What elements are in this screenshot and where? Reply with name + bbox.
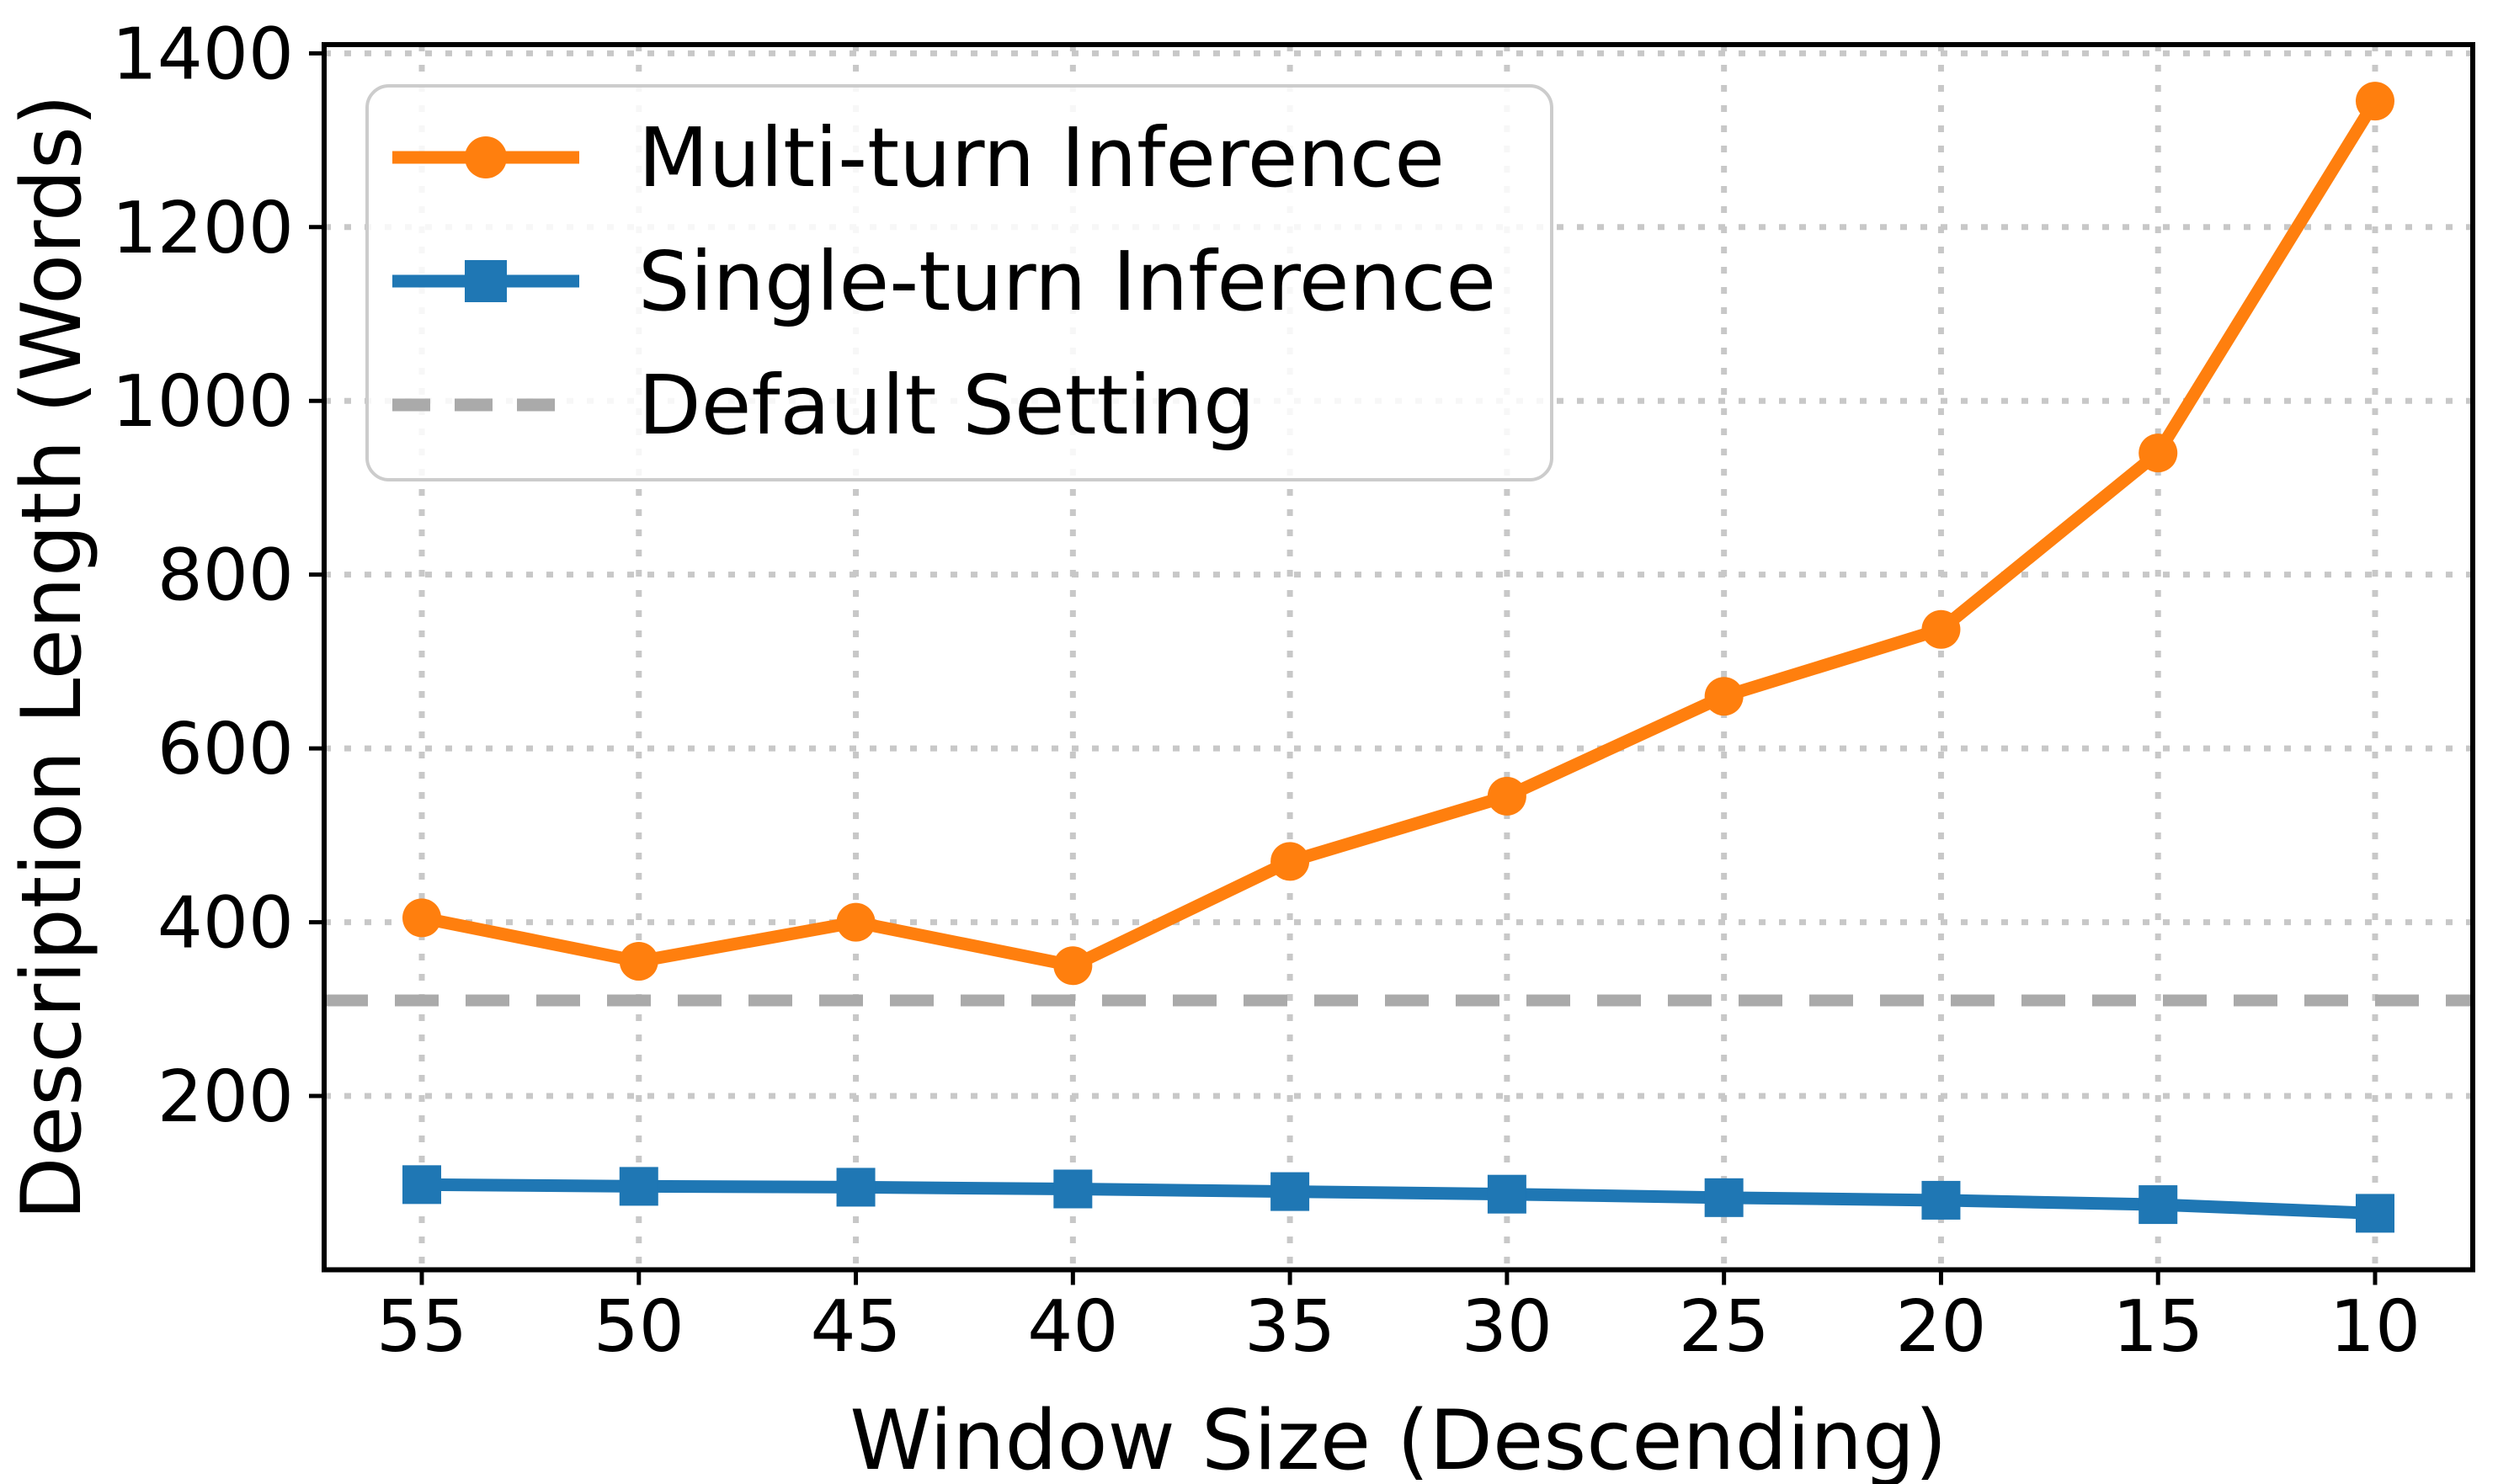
y-tick-label-400: 400: [157, 882, 294, 965]
series-line-single-turn: [415, 1178, 2382, 1220]
x-tick-label-55: 55: [376, 1285, 467, 1369]
legend-label-multi-turn: Multi-turn Inference: [638, 110, 1445, 205]
y-axis-label: Description Length (Words): [4, 94, 100, 1221]
y-tick-label-1400: 1400: [112, 13, 294, 96]
x-tick-label-15: 15: [2112, 1285, 2203, 1369]
axes-spines: [322, 42, 2475, 1273]
x-tick-label-25: 25: [1679, 1285, 1770, 1369]
series-line-multi-turn: [415, 94, 2382, 972]
x-tick-label-45: 45: [810, 1285, 901, 1369]
data-point-single-turn-x50: [619, 1167, 658, 1206]
data-point-single-turn-x40: [1053, 1169, 1093, 1209]
data-point-single-turn-x30: [1487, 1174, 1526, 1214]
data-point-multi-turn-x50: [619, 942, 658, 981]
data-point-single-turn-x45: [836, 1168, 876, 1207]
y-tick-label-1200: 1200: [112, 187, 294, 270]
y-tick-label-1000: 1000: [112, 360, 294, 444]
data-point-single-turn-x20: [1921, 1180, 1961, 1220]
y-tick-label-600: 600: [157, 708, 294, 791]
data-point-single-turn-x25: [1704, 1178, 1744, 1217]
x-tick-label-40: 40: [1027, 1285, 1118, 1369]
legend-marker-single-turn: [465, 260, 507, 302]
data-point-multi-turn-x40: [1053, 946, 1093, 986]
legend-box: [365, 84, 1553, 481]
data-point-multi-turn-x25: [1704, 677, 1744, 716]
data-point-single-turn-x35: [1270, 1172, 1310, 1211]
data-point-multi-turn-x15: [2138, 433, 2178, 473]
data-point-single-turn-x55: [402, 1165, 441, 1205]
data-point-multi-turn-x45: [836, 902, 876, 942]
legend-label-default-setting: Default Setting: [638, 358, 1255, 453]
data-point-multi-turn-x10: [2356, 82, 2394, 121]
y-tick-label-800: 800: [157, 535, 294, 618]
data-point-multi-turn-x35: [1270, 842, 1310, 881]
legend-marker-multi-turn: [465, 136, 507, 178]
data-point-multi-turn-x20: [1921, 609, 1961, 649]
x-tick-label-10: 10: [2330, 1285, 2421, 1369]
data-point-multi-turn-x30: [1487, 776, 1526, 816]
x-axis-label: Window Size (Descending): [850, 1393, 1947, 1484]
x-tick-label-35: 35: [1244, 1285, 1335, 1369]
data-point-single-turn-x15: [2138, 1185, 2178, 1225]
x-tick-label-20: 20: [1895, 1285, 1986, 1369]
data-point-multi-turn-x55: [402, 898, 441, 938]
y-tick-label-200: 200: [157, 1056, 294, 1139]
legend-label-single-turn: Single-turn Inference: [638, 234, 1496, 329]
data-point-single-turn-x10: [2356, 1194, 2394, 1233]
x-tick-label-30: 30: [1462, 1285, 1553, 1369]
x-tick-label-50: 50: [594, 1285, 684, 1369]
